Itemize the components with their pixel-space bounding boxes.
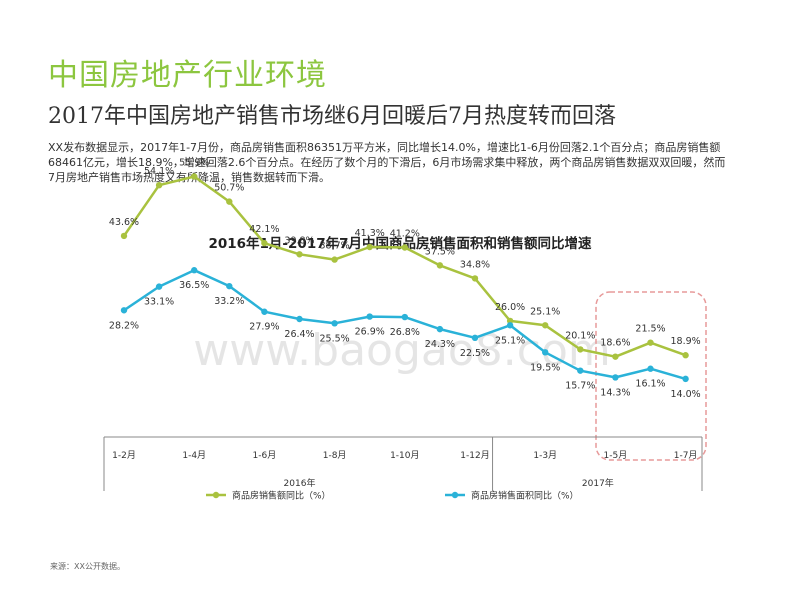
sales-area-label: 14.0% bbox=[671, 389, 701, 400]
sales-area-label: 28.2% bbox=[109, 320, 139, 331]
sales-amount-label: 21.5% bbox=[635, 324, 665, 335]
sales-area-point bbox=[261, 308, 268, 315]
year-label: 2017年 bbox=[582, 477, 614, 489]
sales-area-point bbox=[436, 325, 444, 333]
sales-amount-point bbox=[226, 198, 233, 205]
sales-area-point bbox=[542, 349, 549, 356]
sales-area-point bbox=[331, 320, 338, 327]
sales-area-point bbox=[577, 367, 584, 374]
sales-amount-point bbox=[471, 275, 479, 282]
sales-amount-point bbox=[296, 251, 303, 258]
year-label: 2016年 bbox=[284, 477, 316, 489]
x-tick-label: 1-4月 bbox=[182, 450, 206, 461]
sales-area-point bbox=[612, 374, 619, 381]
sales-amount-point bbox=[366, 243, 373, 251]
sales-area-label: 27.9% bbox=[249, 322, 279, 333]
sales-area-label: 36.5% bbox=[179, 280, 209, 291]
sales-area-point bbox=[506, 322, 514, 329]
sales-area-point bbox=[155, 283, 163, 290]
sales-amount-point bbox=[542, 322, 549, 329]
sales-amount-point bbox=[436, 262, 444, 269]
sales-area-label: 16.1% bbox=[635, 379, 665, 390]
chart-title: 2016年1月-2017年7月中国商品房销售面积和销售额同比增速 bbox=[208, 236, 592, 252]
sales-amount-point bbox=[612, 353, 619, 360]
data-labels: 43.6% 54.1% 55.9% 50.7% 42.1% 39.8% 38.7% 41.3%… bbox=[109, 158, 701, 400]
sales-area-point bbox=[647, 365, 654, 372]
x-tick-label: 1-6月 bbox=[253, 450, 277, 461]
legend-item-label: 商品房销售面积同比（%） bbox=[471, 490, 579, 502]
sales-amount-label: 18.6% bbox=[600, 338, 630, 349]
source-note: 来源：XX公开数据。 bbox=[50, 562, 125, 571]
sales-area-label: 25.1% bbox=[495, 335, 525, 346]
legend-swatch-marker bbox=[451, 491, 459, 499]
x-tick-label: 1-5月 bbox=[604, 450, 628, 461]
legend-item-label: 商品房销售额同比（%） bbox=[232, 490, 331, 502]
sales-amount-label: 25.1% bbox=[530, 306, 560, 317]
sales-area-point bbox=[296, 315, 303, 323]
sales-area-label: 33.1% bbox=[144, 297, 174, 308]
sales-area-label: 19.5% bbox=[530, 362, 560, 373]
sales-amount-point bbox=[647, 339, 654, 346]
sales-area-label: 26.8% bbox=[390, 327, 420, 338]
sales-amount-label: 26.0% bbox=[495, 302, 525, 313]
sales-area-point bbox=[401, 313, 408, 321]
sales-amount-point bbox=[191, 173, 198, 180]
page-subtitle: 2017年中国房地产销售市场继6月回暖后7月热度转而回落 bbox=[48, 104, 616, 129]
sales-area-point bbox=[366, 313, 373, 320]
sales-amount-label: 38.7% bbox=[320, 241, 350, 252]
sales-area-label: 25.5% bbox=[320, 333, 350, 344]
sales-amount-label: 18.9% bbox=[671, 336, 701, 347]
sales-amount-point bbox=[155, 181, 163, 189]
sales-amount-point bbox=[261, 239, 268, 247]
sales-amount-label: 41.3% bbox=[355, 228, 385, 239]
sales-amount-label: 55.9% bbox=[179, 158, 209, 169]
sales-amount-label: 50.7% bbox=[214, 183, 244, 194]
sales-area-point bbox=[191, 267, 198, 274]
sales-amount-label: 41.2% bbox=[390, 229, 420, 240]
legend-swatch-marker bbox=[212, 491, 220, 499]
x-tick-label: 1-10月 bbox=[390, 450, 419, 461]
x-axis: 2016年 2017年 1-2月 1-4月 1-6月 1-8月 1-10月 1-12月 1-3月… bbox=[103, 436, 703, 491]
page-title: 中国房地产行业环境 bbox=[48, 58, 327, 93]
sales-amount-label: 43.6% bbox=[109, 217, 139, 228]
sales-area-point bbox=[226, 282, 233, 290]
sales-amount-label: 37.5% bbox=[425, 246, 455, 257]
series-layer bbox=[120, 173, 689, 383]
sales-area-label: 14.3% bbox=[600, 387, 630, 398]
sales-amount-label: 54.1% bbox=[144, 166, 174, 177]
sales-area-point bbox=[471, 334, 479, 342]
sales-amount-label: 34.8% bbox=[460, 259, 490, 270]
sales-area-label: 26.9% bbox=[355, 327, 385, 338]
sales-amount-point bbox=[401, 244, 408, 251]
x-tick-label: 1-2月 bbox=[112, 450, 136, 461]
sales-amount-point bbox=[577, 346, 584, 353]
sales-area-point bbox=[682, 375, 689, 383]
x-tick-label: 1-7月 bbox=[674, 450, 698, 461]
sales-area-label: 26.4% bbox=[284, 329, 314, 340]
sales-area-label: 22.5% bbox=[460, 348, 490, 359]
sales-amount-point bbox=[682, 352, 689, 359]
x-tick-label: 1-12月 bbox=[460, 450, 489, 461]
sales-amount-point bbox=[331, 256, 338, 263]
sales-area-label: 15.7% bbox=[565, 381, 595, 392]
x-tick-label: 1-3月 bbox=[533, 450, 557, 461]
sales-area-label: 33.2% bbox=[214, 296, 244, 307]
sales-amount-label: 20.1% bbox=[565, 330, 595, 341]
x-tick-label: 1-8月 bbox=[323, 450, 347, 461]
sales-amount-point bbox=[120, 232, 128, 240]
summary-paragraph: XX发布数据显示，2017年1-7月份，商品房销售面积86351万平方米，同比增… bbox=[48, 141, 726, 184]
sales-amount-label: 42.1% bbox=[249, 224, 279, 235]
legend: 商品房销售额同比（%） 商品房销售面积同比（%） bbox=[206, 490, 579, 502]
sales-amount-label: 39.8% bbox=[284, 235, 314, 246]
highlight-box bbox=[595, 291, 707, 461]
sales-area-label: 24.3% bbox=[425, 339, 455, 350]
sales-area-point bbox=[120, 307, 128, 314]
